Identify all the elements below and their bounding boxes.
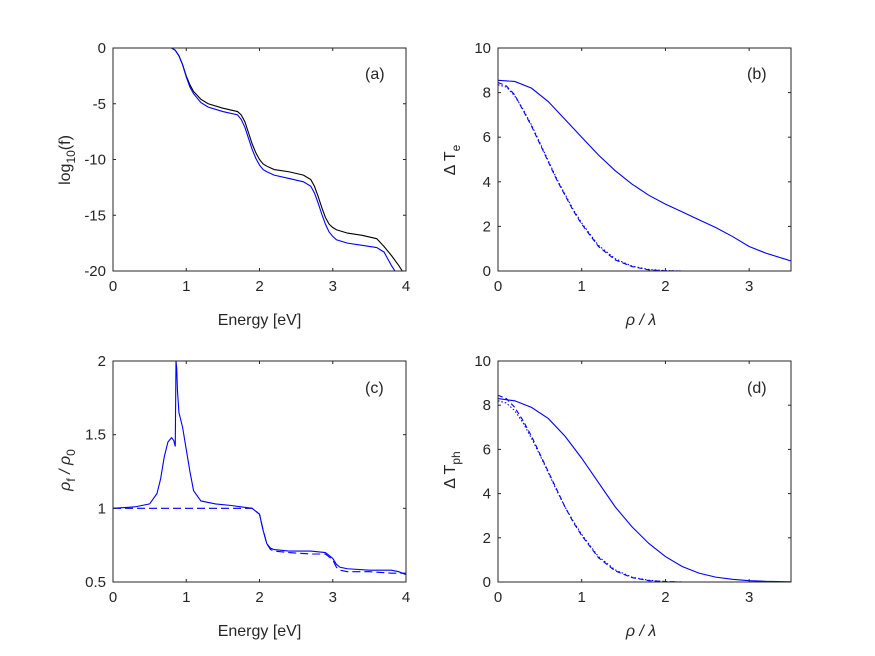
x-tick-label-a: 2 — [255, 278, 263, 295]
panel-label-d: (d) — [747, 380, 767, 397]
x-tick-label-d: 2 — [661, 589, 669, 606]
panel-label-b: (b) — [747, 66, 767, 83]
x-tick-label-c: 3 — [329, 589, 337, 606]
plot-area-c: 0 1 2 3 4 0.5 1 1.5 2 — [85, 353, 410, 606]
y-tick-label-b: 0 — [483, 263, 491, 280]
y-axis-label-a: log10(f) — [57, 135, 78, 185]
y-tick-label-a: -20 — [84, 263, 106, 280]
x-axis-label-b: ρ / λ — [625, 312, 657, 329]
y-tick-label-a: 0 — [98, 40, 106, 57]
panel-b: 0 1 2 3 0 2 4 6 8 10 (b) ρ / λ Δ Te — [442, 40, 792, 329]
y-tick-label-a: -15 — [84, 207, 106, 224]
y-tick-label-a: -5 — [93, 96, 106, 113]
y-tick-label-b: 2 — [483, 218, 491, 235]
series-line-a-black — [113, 48, 403, 271]
x-tick-label-b: 3 — [745, 278, 753, 295]
axes-box-c — [112, 360, 407, 583]
x-tick-label-d: 1 — [578, 589, 586, 606]
y-tick-label-b: 6 — [483, 129, 491, 146]
panel-d: 0 1 2 3 0 2 4 6 8 10 (d) ρ / λ Δ Tph — [442, 353, 792, 640]
axes-box-b — [497, 47, 792, 272]
x-tick-label-c: 0 — [109, 589, 117, 606]
panel-a: 0 1 2 3 4 0 -5 -10 -15 -20 (a) Energy [eV] log10(… — [57, 40, 410, 329]
y-tick-label-d: 10 — [474, 353, 491, 370]
x-tick-label-a: 0 — [109, 278, 117, 295]
y-tick-label-b: 8 — [483, 85, 491, 102]
y-tick-label-b: 4 — [483, 174, 491, 191]
y-tick-label-d: 4 — [483, 486, 491, 503]
series-line-c-dashed — [113, 507, 406, 574]
x-tick-label-c: 1 — [182, 589, 190, 606]
panel-label-c: (c) — [365, 380, 384, 397]
series-line-d-dashed — [498, 394, 791, 582]
x-tick-label-a: 3 — [329, 278, 337, 295]
y-tick-label-c: 0.5 — [85, 574, 106, 591]
series-line-c-solid — [113, 361, 406, 576]
series-line-d-solid — [498, 398, 791, 582]
x-axis-label-c: Energy [eV] — [218, 623, 302, 640]
y-axis-label-d: Δ Tph — [442, 451, 463, 488]
series-line-d-dotted — [498, 400, 791, 582]
x-tick-label-d: 0 — [494, 589, 502, 606]
panel-label-a: (a) — [365, 66, 385, 83]
plot-area-a: 0 1 2 3 4 0 -5 -10 -15 -20 — [84, 40, 410, 295]
panel-c: 0 1 2 3 4 0.5 1 1.5 2 (c) Energy [eV] ρf / ρ0 — [57, 353, 410, 640]
x-axis-label-a: Energy [eV] — [218, 312, 302, 329]
x-tick-label-a: 1 — [182, 278, 190, 295]
y-tick-label-d: 6 — [483, 441, 491, 458]
y-axis-label-c: ρf / ρ0 — [57, 449, 78, 492]
y-tick-label-a: -10 — [84, 152, 106, 169]
x-tick-label-c: 4 — [402, 589, 410, 606]
x-tick-label-d: 3 — [745, 589, 753, 606]
y-tick-label-d: 2 — [483, 530, 491, 547]
plot-area-d: 0 1 2 3 0 2 4 6 8 10 — [474, 353, 792, 606]
y-tick-label-c: 2 — [98, 353, 106, 370]
x-axis-label-d: ρ / λ — [625, 623, 657, 640]
plot-area-b: 0 1 2 3 0 2 4 6 8 10 — [474, 40, 792, 295]
series-line-b-solid — [498, 79, 791, 262]
y-tick-label-b: 10 — [474, 40, 491, 57]
x-tick-label-c: 2 — [255, 589, 263, 606]
y-axis-label-b: Δ Te — [442, 144, 463, 175]
x-tick-label-b: 0 — [494, 278, 502, 295]
y-tick-label-d: 8 — [483, 397, 491, 414]
x-tick-label-a: 4 — [402, 278, 410, 295]
x-tick-label-b: 2 — [661, 278, 669, 295]
y-tick-label-d: 0 — [483, 574, 491, 591]
axes-box-d — [497, 360, 792, 583]
y-tick-label-c: 1.5 — [85, 427, 106, 444]
series-line-a-blue — [113, 48, 396, 271]
x-tick-label-b: 1 — [578, 278, 586, 295]
y-tick-label-c: 1 — [98, 500, 106, 517]
